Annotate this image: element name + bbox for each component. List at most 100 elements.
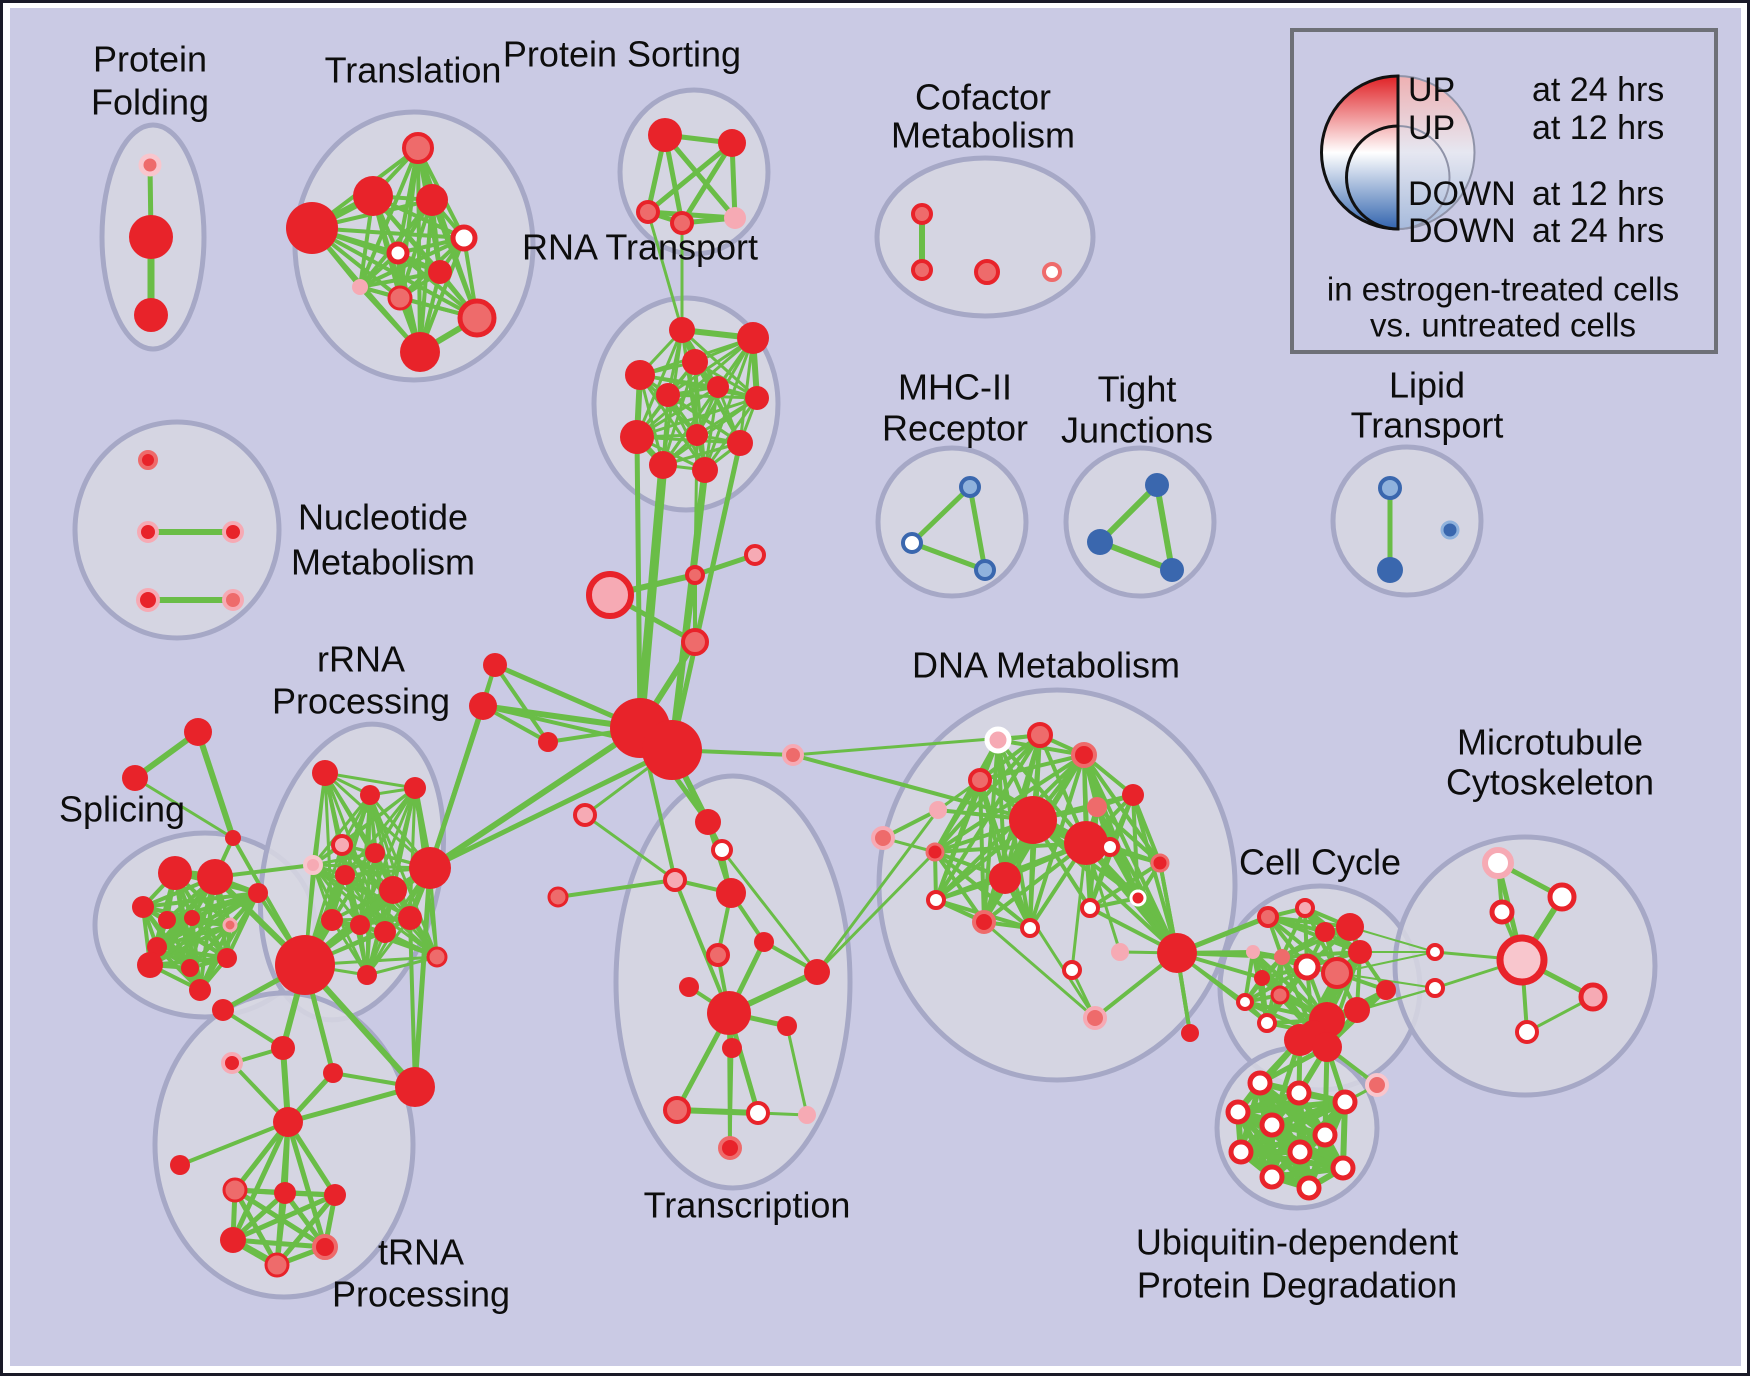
edge [311, 851, 377, 867]
edge [679, 140, 735, 226]
gene-set-node [274, 1182, 296, 1204]
gene-set-node [1348, 940, 1372, 964]
cluster-label-tight-junctions: Junctions [1061, 410, 1213, 451]
edge [155, 945, 229, 960]
gene-set-node [222, 521, 244, 543]
legend: UP at 24 hrs UP at 12 hrs DOWN at 12 hrs… [1290, 28, 1718, 354]
gene-set-node [974, 259, 1000, 285]
edge [427, 747, 675, 871]
gene-set-node [682, 349, 708, 375]
gene-set-node [1259, 1164, 1285, 1190]
edge [141, 891, 260, 909]
gene-set-node [754, 932, 774, 952]
gene-set-node [222, 917, 238, 933]
gene-set-node [321, 909, 343, 931]
gene-set-node [469, 692, 497, 720]
gene-set-node [1254, 970, 1270, 986]
cluster-label-nucleotide-metabolism: Metabolism [291, 542, 475, 583]
gene-set-node [158, 911, 176, 929]
edge [645, 140, 735, 215]
edge [791, 753, 1035, 822]
gene-set-node [129, 215, 173, 259]
gene-set-node [722, 1038, 742, 1058]
gene-set-node [1336, 913, 1364, 941]
gene-set-node [1062, 960, 1082, 980]
gene-set-node [457, 298, 497, 338]
legend-down-12-time: at 12 hrs [1532, 175, 1664, 213]
gene-set-node [656, 383, 680, 407]
gene-set-node [1547, 882, 1577, 912]
gene-set-node [706, 943, 730, 967]
gene-set-node [134, 298, 168, 332]
edge [669, 440, 743, 753]
gene-set-node [642, 720, 702, 780]
gene-set-node [1228, 1139, 1254, 1165]
gene-set-node [1247, 1070, 1273, 1096]
edge [978, 753, 1086, 782]
gene-set-node [1145, 473, 1169, 497]
gene-set-node [1312, 1122, 1338, 1148]
edge [1349, 926, 1436, 953]
edge [343, 873, 439, 959]
cluster-label-microtubule-cytoskeleton: Microtubule [1457, 722, 1643, 763]
legend-up-24-label: UP [1408, 71, 1455, 109]
gene-set-node [711, 839, 733, 861]
gene-set-node [724, 207, 746, 229]
gene-set-node [147, 937, 167, 957]
gene-set-node [1274, 949, 1290, 965]
edge [1031, 818, 1179, 955]
edge [785, 1024, 809, 1117]
edge [1154, 482, 1175, 573]
gene-set-node [1157, 933, 1197, 973]
gene-set-node [402, 132, 434, 164]
edge [178, 1120, 290, 1167]
gene-set-node [264, 1252, 290, 1278]
gene-set-node [777, 1016, 797, 1036]
gene-set-node [663, 868, 687, 892]
cluster-label-dna-metabolism: DNA Metabolism [912, 645, 1180, 686]
gene-set-node [184, 718, 212, 746]
gene-set-node [136, 588, 160, 612]
network-nodes [122, 118, 1608, 1278]
legend-footnote-1: in estrogen-treated cells [1327, 271, 1679, 308]
edge [661, 360, 697, 467]
edge [638, 373, 707, 472]
gene-set-node [275, 935, 335, 995]
gene-set-node [1246, 945, 1260, 959]
gene-set-node [901, 532, 923, 554]
gene-set-node [416, 184, 448, 216]
gene-set-node [1071, 742, 1097, 768]
edge [634, 434, 643, 731]
edge [1336, 951, 1436, 974]
edge [703, 336, 755, 472]
gene-set-node [184, 910, 200, 926]
gene-set-node [911, 203, 933, 225]
edge [720, 848, 819, 974]
gene-set-node [737, 322, 769, 354]
gene-set-node [1160, 558, 1184, 582]
gene-set-node [925, 842, 945, 862]
gene-set-node [221, 1052, 243, 1074]
edge [1003, 876, 1097, 1020]
gene-set-node [1042, 262, 1062, 282]
edge [230, 1237, 328, 1250]
edge [1088, 845, 1112, 910]
edge [635, 328, 684, 439]
gene-set-node [1376, 980, 1396, 1000]
gene-set-node [350, 915, 370, 935]
gene-set-node [625, 360, 655, 390]
edge [274, 1192, 338, 1268]
gene-set-node [649, 451, 677, 479]
cluster-label-rrna-processing: rRNA [317, 639, 405, 680]
gene-set-node [398, 906, 422, 930]
cluster-ellipse-tight-junctions [1063, 445, 1217, 599]
gene-set-node [1027, 722, 1053, 748]
gene-set-node [1378, 476, 1402, 500]
edge [427, 725, 643, 871]
gene-set-node [158, 856, 192, 890]
gene-set-node [686, 424, 708, 446]
cluster-label-cofactor-metabolism: Cofactor [915, 77, 1051, 118]
edge [815, 808, 940, 974]
